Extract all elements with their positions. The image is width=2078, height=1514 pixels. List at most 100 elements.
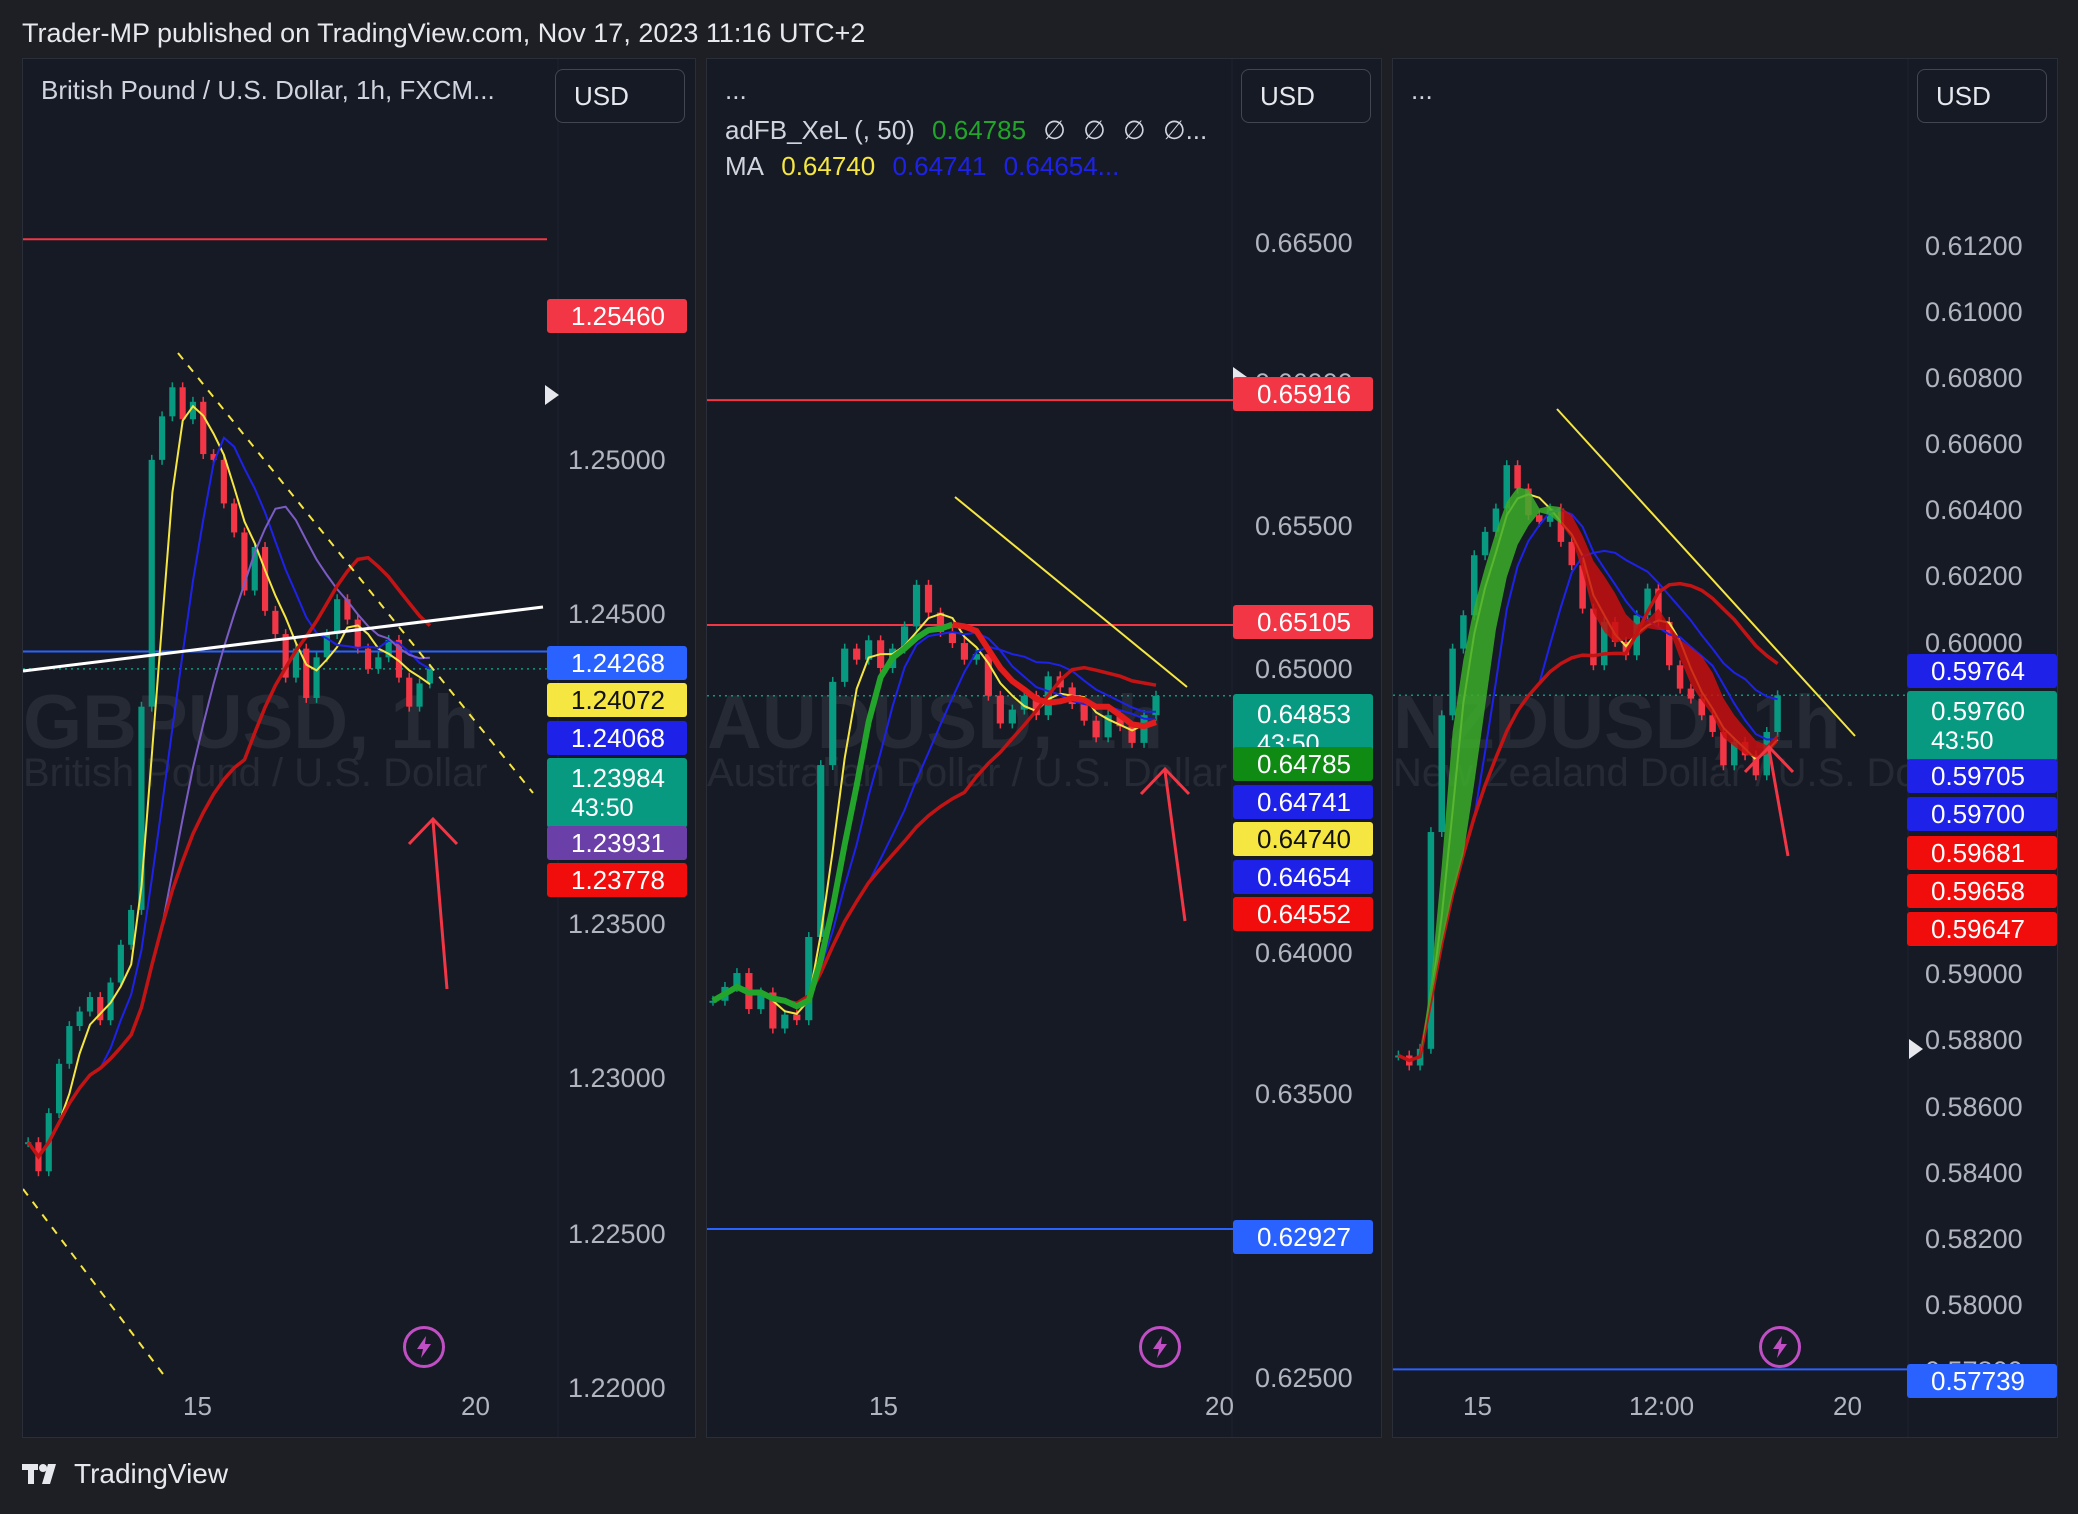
lightning-icon[interactable] <box>403 1326 445 1368</box>
indicator-value: 0.64654... <box>1003 151 1120 181</box>
candle-body <box>960 643 969 660</box>
chart-title[interactable]: ... <box>725 75 747 105</box>
chart-canvas[interactable] <box>1393 59 2057 1437</box>
price-label-value: 1.25460 <box>571 300 665 331</box>
price-label-value: 0.59700 <box>1931 798 2025 829</box>
candle-body <box>793 1014 801 1021</box>
y-tick-label: 0.62500 <box>1255 1363 1353 1393</box>
chart-panel-gbpusd[interactable]: GBPUSD, 1h British Pound / U.S. Dollar B… <box>22 58 696 1438</box>
price-label-value: 1.24068 <box>571 722 665 753</box>
y-tick-label: 0.58400 <box>1925 1158 2023 1188</box>
price-label-value: 0.59647 <box>1931 913 2025 944</box>
y-tick-label: 0.64000 <box>1255 938 1353 968</box>
candle-body <box>189 401 197 420</box>
y-tick-label: 1.22500 <box>568 1219 666 1249</box>
candle-body <box>1460 615 1467 649</box>
candle-body <box>769 992 777 1029</box>
lightning-icon[interactable] <box>1759 1326 1801 1368</box>
candle-body <box>138 706 145 910</box>
tradingview-logo[interactable]: TradingView <box>22 1458 228 1490</box>
currency-button[interactable]: USD <box>1241 69 1371 123</box>
candle-body <box>1427 832 1435 1049</box>
annotation-arrow <box>1163 770 1187 922</box>
currency-button[interactable]: USD <box>555 69 685 123</box>
price-label-value: 1.23778 <box>571 864 665 895</box>
candle-body <box>1752 755 1760 776</box>
price-label: 0.59647 <box>1907 912 2057 946</box>
price-label-value: 0.57739 <box>1931 1365 2025 1396</box>
chart-panel-audusd[interactable]: AUDUSD, 1h Australian Dollar / U.S. Doll… <box>706 58 1382 1438</box>
adfb-band-green <box>711 621 954 1010</box>
candle-body <box>1449 648 1456 716</box>
y-tick-label: 0.61000 <box>1925 297 2023 327</box>
chart-canvas[interactable] <box>707 59 1381 1437</box>
candle-body <box>1152 695 1160 716</box>
chart-title[interactable]: British Pound / U.S. Dollar, 1h, FXCM... <box>41 75 495 105</box>
price-label-value: 0.59658 <box>1931 875 2025 906</box>
candle-body <box>66 1026 73 1064</box>
candle-body <box>757 992 765 1010</box>
ma-yellow <box>712 612 1157 1016</box>
indicator-legend-ma[interactable]: MA 0.64740 0.64741 0.64654... <box>725 151 1129 182</box>
indicator-value: ∅ <box>1043 115 1066 145</box>
price-label-value: 0.64853 <box>1257 699 1351 729</box>
price-label-value: 1.24268 <box>571 647 665 678</box>
currency-button[interactable]: USD <box>1917 69 2047 123</box>
candle-body <box>1492 508 1500 532</box>
candle-body <box>1601 621 1608 666</box>
indicator-value: 0.64741 <box>892 151 987 181</box>
x-tick-label: 12:00 <box>1629 1391 1695 1421</box>
candle-body <box>117 944 124 983</box>
candle-body <box>179 387 186 420</box>
candle-body <box>912 584 921 627</box>
candle-body <box>1622 641 1630 656</box>
price-label: 0.57739 <box>1907 1364 2057 1398</box>
price-label: 0.62927 <box>1233 1220 1373 1254</box>
price-label: 0.65916 <box>1233 377 1373 411</box>
price-label: 1.25460 <box>547 299 687 333</box>
ma-red <box>712 665 1157 1006</box>
x-tick-label: 20 <box>461 1391 490 1421</box>
candle-body <box>76 1011 83 1027</box>
chart-title[interactable]: ... <box>1411 75 1433 105</box>
price-label: 1.24072 <box>547 683 687 717</box>
candle-body <box>1032 695 1040 716</box>
lightning-icon[interactable] <box>1139 1326 1181 1368</box>
ma-blue <box>27 436 431 1159</box>
candle-body <box>200 401 207 455</box>
x-tick-label: 15 <box>183 1391 212 1421</box>
price-label: 0.64740 <box>1233 822 1373 856</box>
indicator-value: ∅ <box>1083 115 1106 145</box>
candle-body <box>323 634 330 658</box>
chart-panel-nzdusd[interactable]: NZDUSD, 1h New Zealand Dollar / U.S. Dol… <box>1392 58 2058 1438</box>
y-tick-label: 1.22000 <box>568 1373 666 1403</box>
bar-countdown: 43:50 <box>571 794 634 822</box>
indicator-value: ∅... <box>1162 115 1208 145</box>
candle-body <box>375 657 382 669</box>
candle-body <box>334 599 341 635</box>
candle-body <box>1590 608 1597 666</box>
indicator-value: 0.64740 <box>781 151 876 181</box>
x-tick-label: 15 <box>1463 1391 1492 1421</box>
trendline-dashed <box>177 352 534 794</box>
indicator-legend-adfb[interactable]: adFB_XeL (, 50) 0.64785 ∅ ∅ ∅ ∅... <box>725 115 1217 146</box>
y-tick-label: 0.60400 <box>1925 495 2023 525</box>
candle-body <box>829 681 837 766</box>
candle-body <box>781 1014 789 1029</box>
price-label-value: 0.62927 <box>1257 1221 1351 1252</box>
candles <box>709 579 1160 1034</box>
candle-body <box>148 459 155 707</box>
y-tick-label: 0.63500 <box>1255 1079 1353 1109</box>
price-label-value: 0.64740 <box>1257 823 1351 854</box>
symbol-watermark: GBPUSD, 1h <box>23 680 480 765</box>
price-label-value: 0.59705 <box>1931 760 2025 791</box>
price-label: 0.59764 <box>1907 654 2057 688</box>
price-label-value: 1.24072 <box>571 684 665 715</box>
chart-canvas[interactable] <box>23 59 695 1437</box>
candle-body <box>313 657 320 698</box>
candle-body <box>1666 621 1673 666</box>
ma-blue <box>712 630 1157 1005</box>
price-label-value: 0.64785 <box>1257 748 1351 779</box>
y-tick-label: 0.65500 <box>1255 511 1353 541</box>
price-label: 0.59681 <box>1907 836 2057 870</box>
